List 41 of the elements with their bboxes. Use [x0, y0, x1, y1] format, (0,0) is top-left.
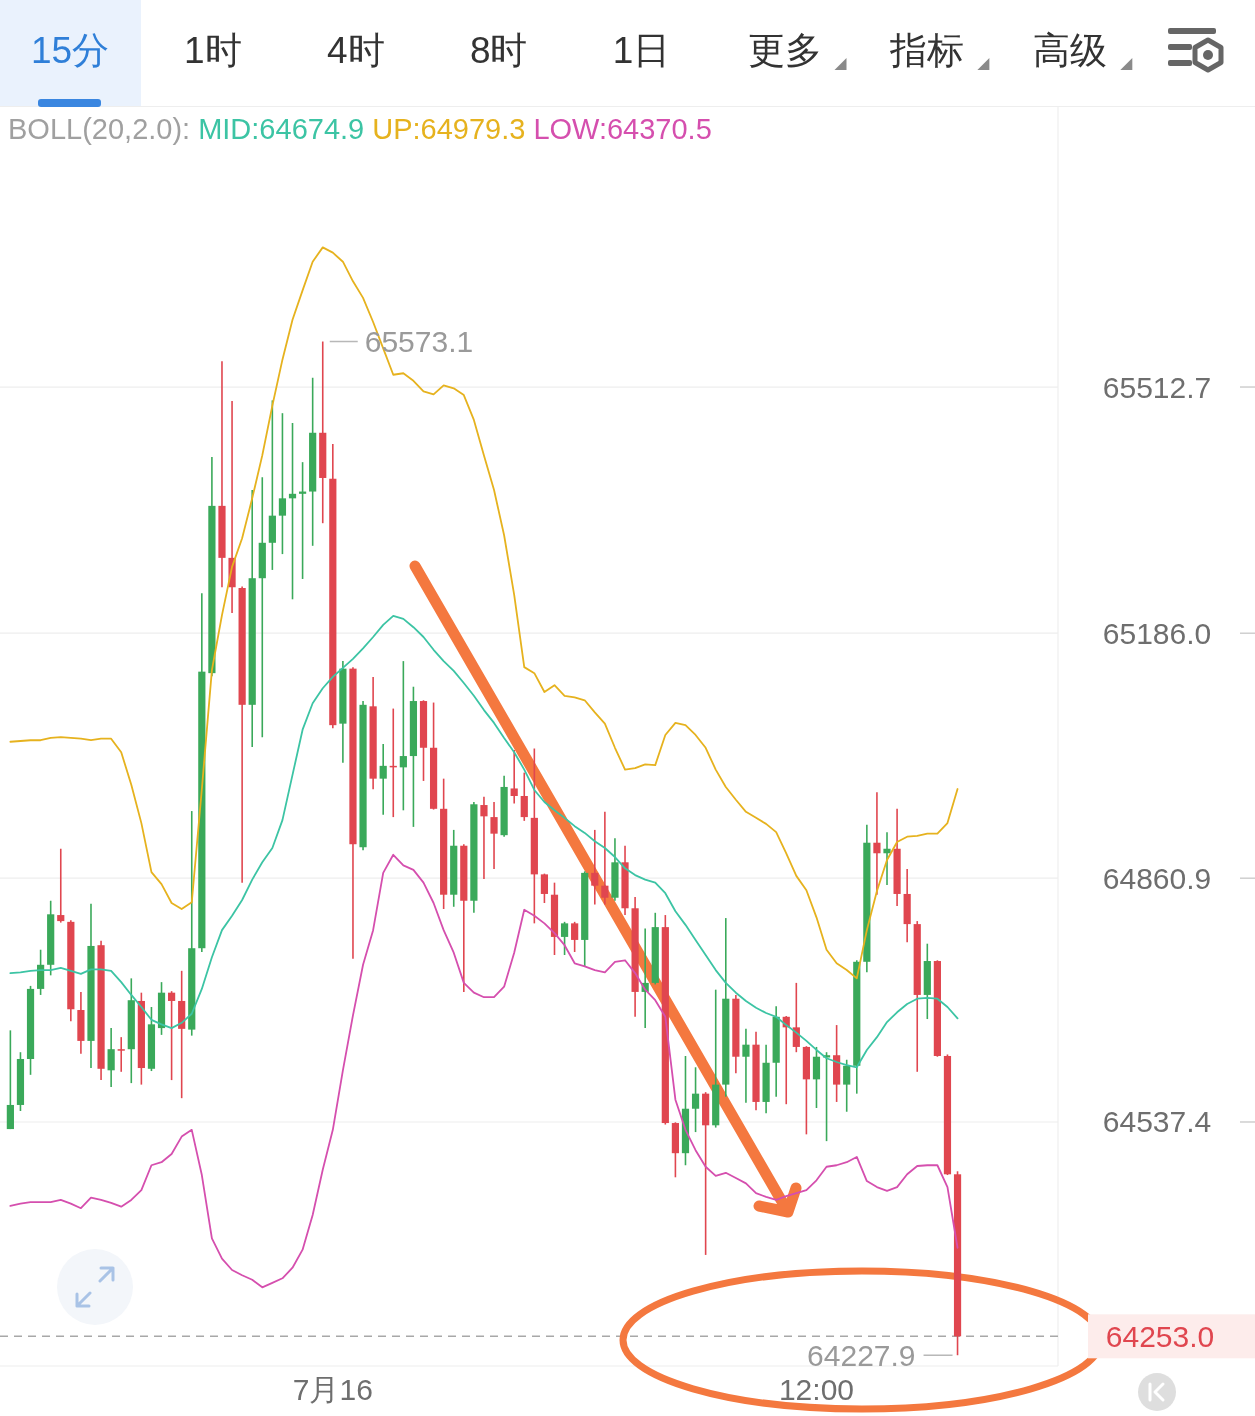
candlestick	[107, 1027, 115, 1088]
candlestick	[278, 412, 287, 555]
text: 指标	[889, 29, 965, 71]
text: 1时	[184, 29, 242, 71]
candlestick	[883, 831, 891, 886]
text: 8时	[469, 29, 528, 71]
x-tick-label: 7月16	[292, 1372, 373, 1406]
text: 更多	[747, 29, 822, 71]
candlestick	[591, 829, 599, 906]
candlestick	[812, 1046, 821, 1109]
candlestick	[520, 771, 528, 822]
candlestick	[540, 872, 549, 904]
candlestick	[691, 1066, 700, 1133]
candlestick	[490, 801, 498, 870]
line-series	[9, 246, 959, 980]
candlestick	[601, 811, 609, 906]
text: 1日	[612, 29, 671, 71]
y-tick-label: 64537.4	[1102, 1105, 1212, 1139]
y-tick-label: 64860.9	[1102, 861, 1212, 895]
candlestick	[510, 749, 518, 805]
candlestick	[571, 921, 579, 953]
price-tag: 64253.0	[1088, 1314, 1255, 1359]
y-tick-label: 65186.0	[1102, 616, 1212, 650]
line-series	[9, 853, 959, 1289]
candlestick	[873, 791, 881, 896]
y-tick-label: 65512.7	[1102, 370, 1212, 404]
legend: BOLL(20,2.0): MID:64674.9 UP:64979.3 LOW:64370.5	[8, 113, 712, 145]
candlestick	[560, 921, 569, 956]
text: 15分	[30, 29, 110, 71]
candlestick	[480, 795, 488, 880]
candlestick	[843, 1058, 851, 1113]
candlestick	[57, 847, 65, 924]
candlestick	[399, 660, 407, 812]
candlestick	[117, 1036, 125, 1073]
candlestick	[168, 990, 176, 1081]
x-tick-label: 12:00	[778, 1372, 855, 1406]
candlestick	[379, 743, 387, 816]
annotation: 64227.9	[807, 1338, 916, 1372]
candlestick	[742, 1028, 750, 1104]
text: 4时	[327, 29, 385, 71]
text: 高级	[1033, 29, 1108, 71]
